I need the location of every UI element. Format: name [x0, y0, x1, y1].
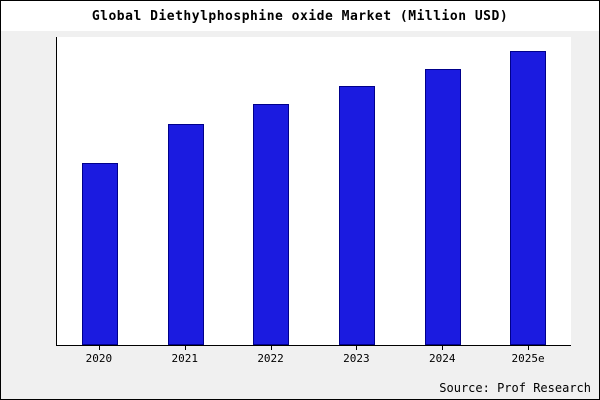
bar-2024 — [424, 69, 461, 345]
x-tick-label: 2021 — [171, 352, 198, 365]
x-tick-label: 2023 — [343, 352, 370, 365]
title-band: Global Diethylphosphine oxide Market (Mi… — [1, 1, 599, 31]
bar-column — [314, 37, 400, 345]
x-tick-mark — [98, 346, 100, 350]
plot-area — [56, 37, 571, 346]
x-tick: 2021 — [142, 346, 228, 368]
bar-column — [400, 37, 486, 345]
x-tick-mark — [184, 346, 186, 350]
x-tick: 2020 — [56, 346, 142, 368]
bar-2025e — [510, 51, 547, 345]
x-tick: 2023 — [313, 346, 399, 368]
chart-title: Global Diethylphosphine oxide Market (Mi… — [91, 8, 509, 24]
x-tick-label: 2022 — [257, 352, 284, 365]
bar-column — [143, 37, 229, 345]
x-tick-mark — [442, 346, 444, 350]
bar-2020 — [81, 163, 118, 345]
source-note: Source: Prof Research — [439, 381, 591, 395]
bar-column — [228, 37, 314, 345]
x-tick-mark — [270, 346, 272, 350]
bar-2021 — [167, 124, 204, 345]
x-tick: 2024 — [399, 346, 485, 368]
bars-container — [57, 37, 571, 345]
x-tick-label: 2020 — [85, 352, 113, 365]
x-tick: 2022 — [228, 346, 314, 368]
x-tick-label: 2024 — [428, 352, 456, 365]
x-tick-label: 2025e — [511, 352, 545, 365]
bar-2022 — [253, 104, 290, 345]
x-axis: 2020 2021 2022 2023 2024 2025e — [56, 346, 571, 368]
x-tick: 2025e — [485, 346, 571, 368]
bar-column — [57, 37, 143, 345]
bar-column — [485, 37, 571, 345]
x-tick-mark — [528, 346, 530, 350]
bar-2023 — [338, 86, 375, 345]
x-tick-mark — [356, 346, 358, 350]
